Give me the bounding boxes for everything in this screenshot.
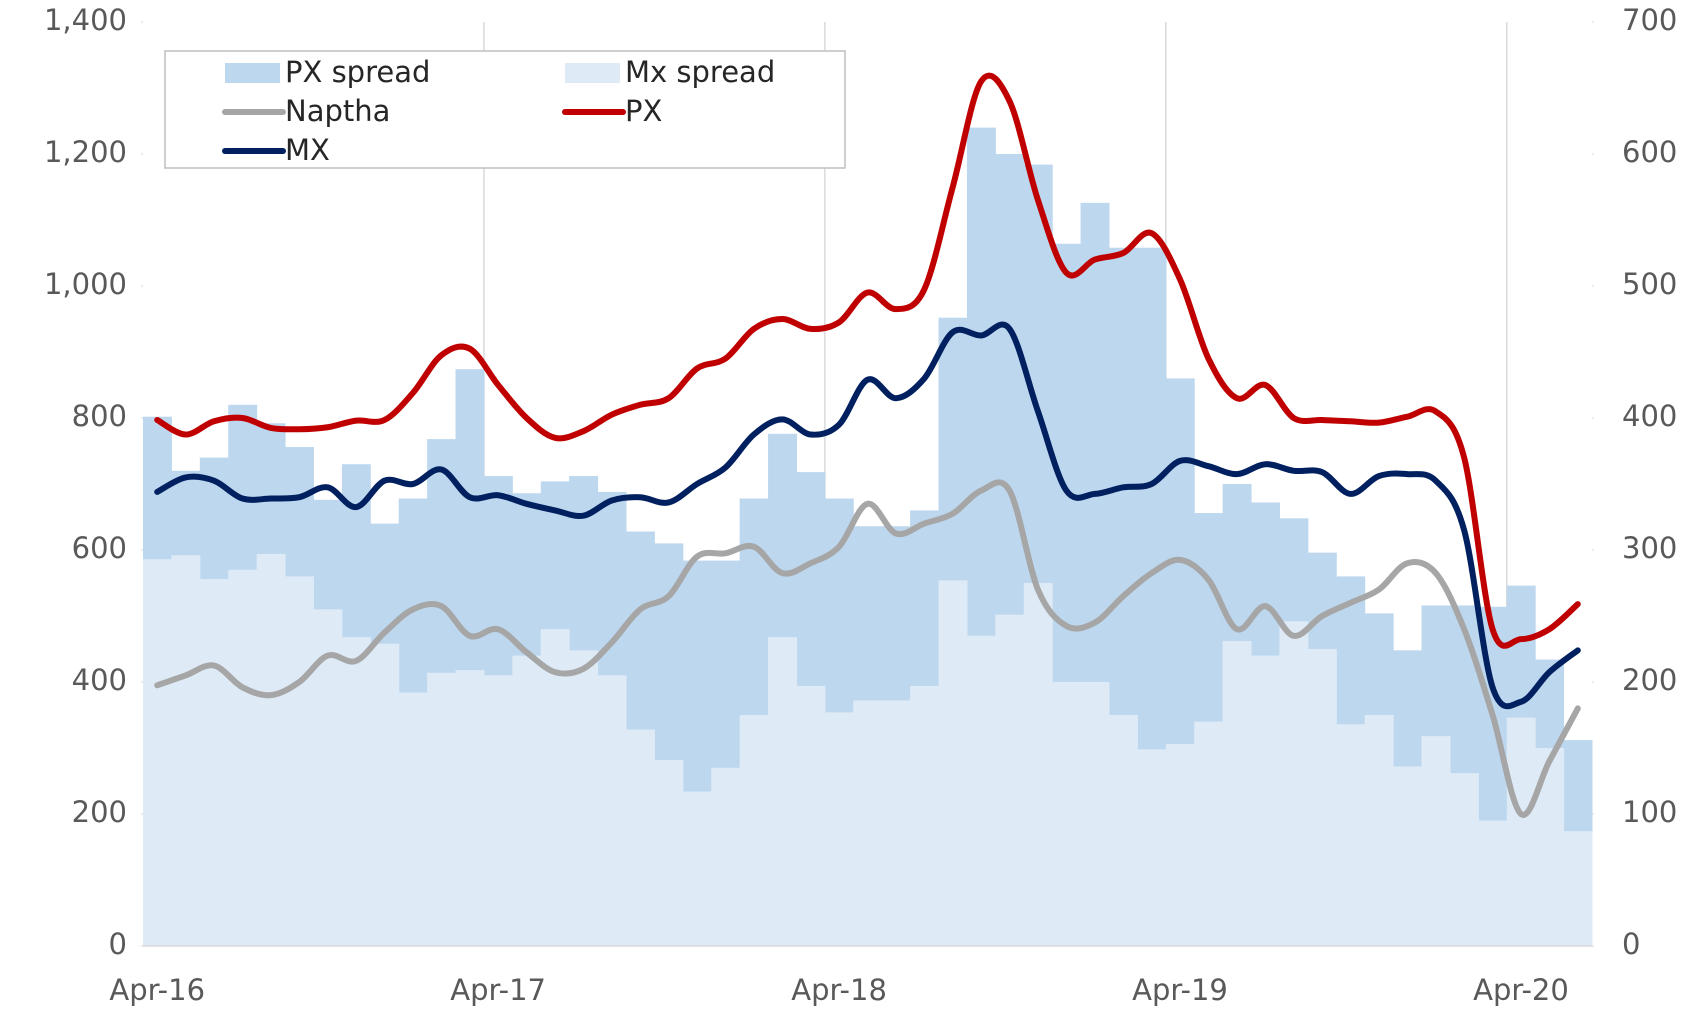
bar [1222, 641, 1252, 946]
bar [199, 579, 229, 946]
legend-swatch [565, 63, 620, 83]
y2-tick-label: 700 [1622, 3, 1677, 37]
bar [654, 759, 684, 946]
legend-label: MX [285, 133, 330, 167]
y-tick-label: 1,400 [44, 3, 127, 37]
bar [796, 685, 826, 946]
bar [881, 700, 911, 946]
bar [370, 643, 400, 946]
y-tick-label: 600 [72, 531, 127, 565]
line [154, 479, 1581, 818]
bar [711, 767, 741, 946]
legend-swatch [225, 63, 280, 83]
bar [1506, 717, 1536, 946]
x-tick-label: Apr-19 [1132, 973, 1228, 1007]
bar [228, 569, 258, 946]
line [154, 72, 1581, 649]
legend-label: PX [625, 94, 662, 128]
bar [1251, 655, 1280, 946]
bar [171, 555, 201, 946]
y-tick-label: 1,000 [44, 267, 127, 301]
bar [1478, 820, 1508, 946]
y2-tick-label: 400 [1622, 399, 1677, 433]
bar [285, 576, 314, 946]
bar [256, 553, 286, 946]
bar [1307, 649, 1337, 946]
y-tick-label: 1,200 [44, 135, 127, 169]
bar [341, 637, 371, 946]
bar [1364, 715, 1394, 946]
x-tick-label: Apr-20 [1473, 973, 1569, 1007]
bar [1449, 773, 1479, 946]
bar [824, 712, 854, 946]
y-tick-label: 800 [72, 399, 127, 433]
y2-tick-label: 0 [1622, 927, 1640, 961]
y2-tick-label: 100 [1622, 795, 1677, 829]
bar [597, 675, 627, 946]
bar [1023, 583, 1053, 946]
bar [1393, 766, 1423, 946]
bar [1563, 831, 1593, 946]
bar [853, 700, 883, 946]
bar [1165, 744, 1195, 946]
legend-label: PX spread [285, 55, 430, 89]
x-tick-label: Apr-16 [109, 973, 205, 1007]
y2-tick-label: 300 [1622, 531, 1677, 565]
bar [995, 614, 1025, 946]
line [154, 321, 1581, 710]
legend: PX spread Mx spread Naptha PX MX [164, 50, 846, 169]
bar [512, 655, 542, 946]
bar [626, 729, 655, 946]
bar [540, 629, 570, 946]
bar [966, 635, 996, 946]
bars [143, 127, 1593, 947]
bar [1421, 736, 1451, 946]
bar [1279, 621, 1309, 946]
bar [1109, 715, 1138, 946]
bar [1336, 724, 1366, 946]
bar [739, 715, 769, 946]
bar [483, 675, 513, 946]
bar [938, 580, 968, 946]
axes: Apr-16 Apr-17 Apr-18 Apr-19 Apr-20 0 200 400 600… [44, 3, 1677, 1007]
y2-tick-label: 600 [1622, 135, 1677, 169]
bar [768, 637, 797, 946]
bar [569, 650, 599, 946]
bar [427, 672, 457, 946]
lines [154, 72, 1581, 818]
bar [1194, 721, 1224, 946]
bar [398, 692, 428, 946]
bar [143, 559, 172, 946]
bar [682, 791, 712, 946]
bar [1137, 749, 1167, 946]
y2-tick-label: 200 [1622, 663, 1677, 697]
y-tick-label: 400 [72, 663, 127, 697]
legend-label: Mx spread [625, 55, 775, 89]
x-tick-label: Apr-18 [791, 973, 887, 1007]
legend-label: Naptha [285, 94, 390, 128]
y-tick-label: 200 [72, 795, 127, 829]
bar [1080, 682, 1110, 946]
bar [910, 685, 940, 946]
y-tick-label: 0 [109, 927, 127, 961]
x-tick-label: Apr-17 [450, 973, 546, 1007]
y2-tick-label: 500 [1622, 267, 1677, 301]
bar [1052, 682, 1082, 946]
bar [455, 670, 485, 946]
